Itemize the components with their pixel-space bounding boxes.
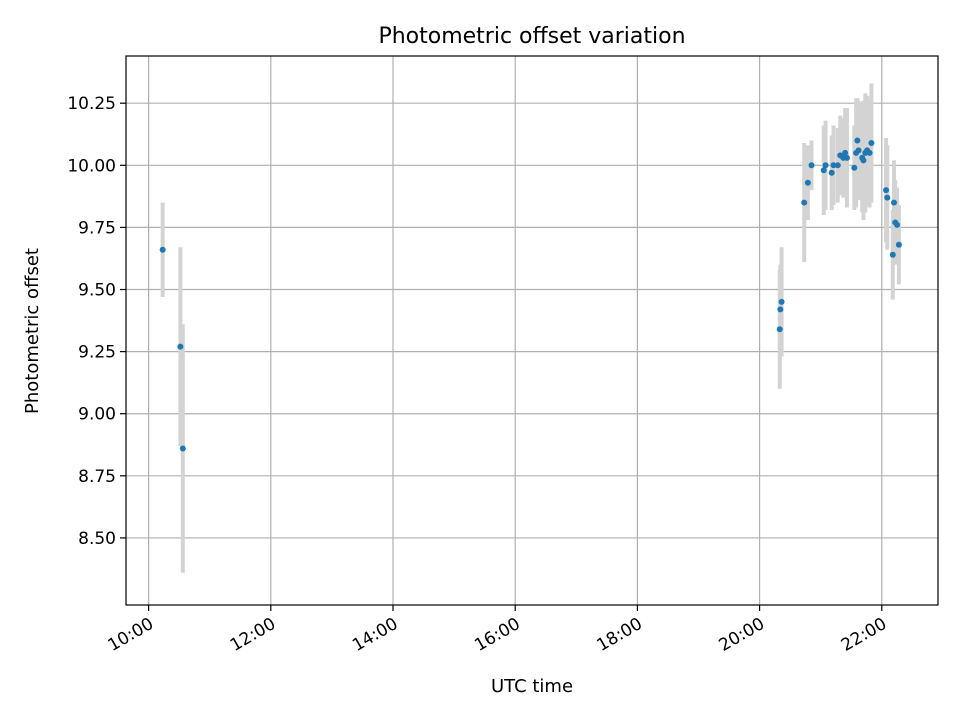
data-points <box>159 137 902 452</box>
y-tick-label: 9.25 <box>78 343 116 363</box>
data-point <box>834 162 841 169</box>
data-point <box>820 167 827 174</box>
data-point <box>866 149 873 156</box>
y-tick-label: 9.75 <box>78 218 116 238</box>
data-point <box>177 343 184 350</box>
data-point <box>843 154 850 161</box>
data-point <box>830 162 837 169</box>
data-point <box>808 162 815 169</box>
data-point <box>868 139 875 146</box>
x-axis-label: UTC time <box>491 676 573 697</box>
data-point <box>828 169 835 176</box>
y-tick-label: 8.50 <box>78 529 116 549</box>
data-point <box>884 194 891 201</box>
data-point <box>851 164 858 171</box>
y-tick-label: 10.00 <box>67 156 116 176</box>
data-point <box>842 149 849 156</box>
data-point <box>777 306 784 313</box>
data-point <box>889 251 896 258</box>
data-point <box>822 162 829 169</box>
data-point <box>804 179 811 186</box>
data-point <box>159 246 166 253</box>
data-point <box>895 241 902 248</box>
data-point <box>179 445 186 452</box>
y-axis-ticks: 8.50 8.75 9.00 9.25 9.50 9.75 10.00 10.25 <box>67 94 126 549</box>
chart-title: Photometric offset variation <box>378 24 685 49</box>
y-tick-label: 9.50 <box>78 281 116 301</box>
y-tick-label: 9.00 <box>78 405 116 425</box>
data-point <box>894 221 901 228</box>
y-axis-label: Photometric offset <box>22 248 43 414</box>
data-point <box>854 137 861 144</box>
data-point <box>801 199 808 206</box>
plot-area-frame <box>125 55 939 606</box>
data-point <box>776 326 783 333</box>
data-point <box>778 298 785 305</box>
y-tick-label: 8.75 <box>78 467 116 487</box>
y-tick-label: 10.25 <box>67 94 116 114</box>
data-point <box>891 199 898 206</box>
data-point <box>855 147 862 154</box>
data-point <box>860 157 867 164</box>
data-point <box>883 187 890 194</box>
